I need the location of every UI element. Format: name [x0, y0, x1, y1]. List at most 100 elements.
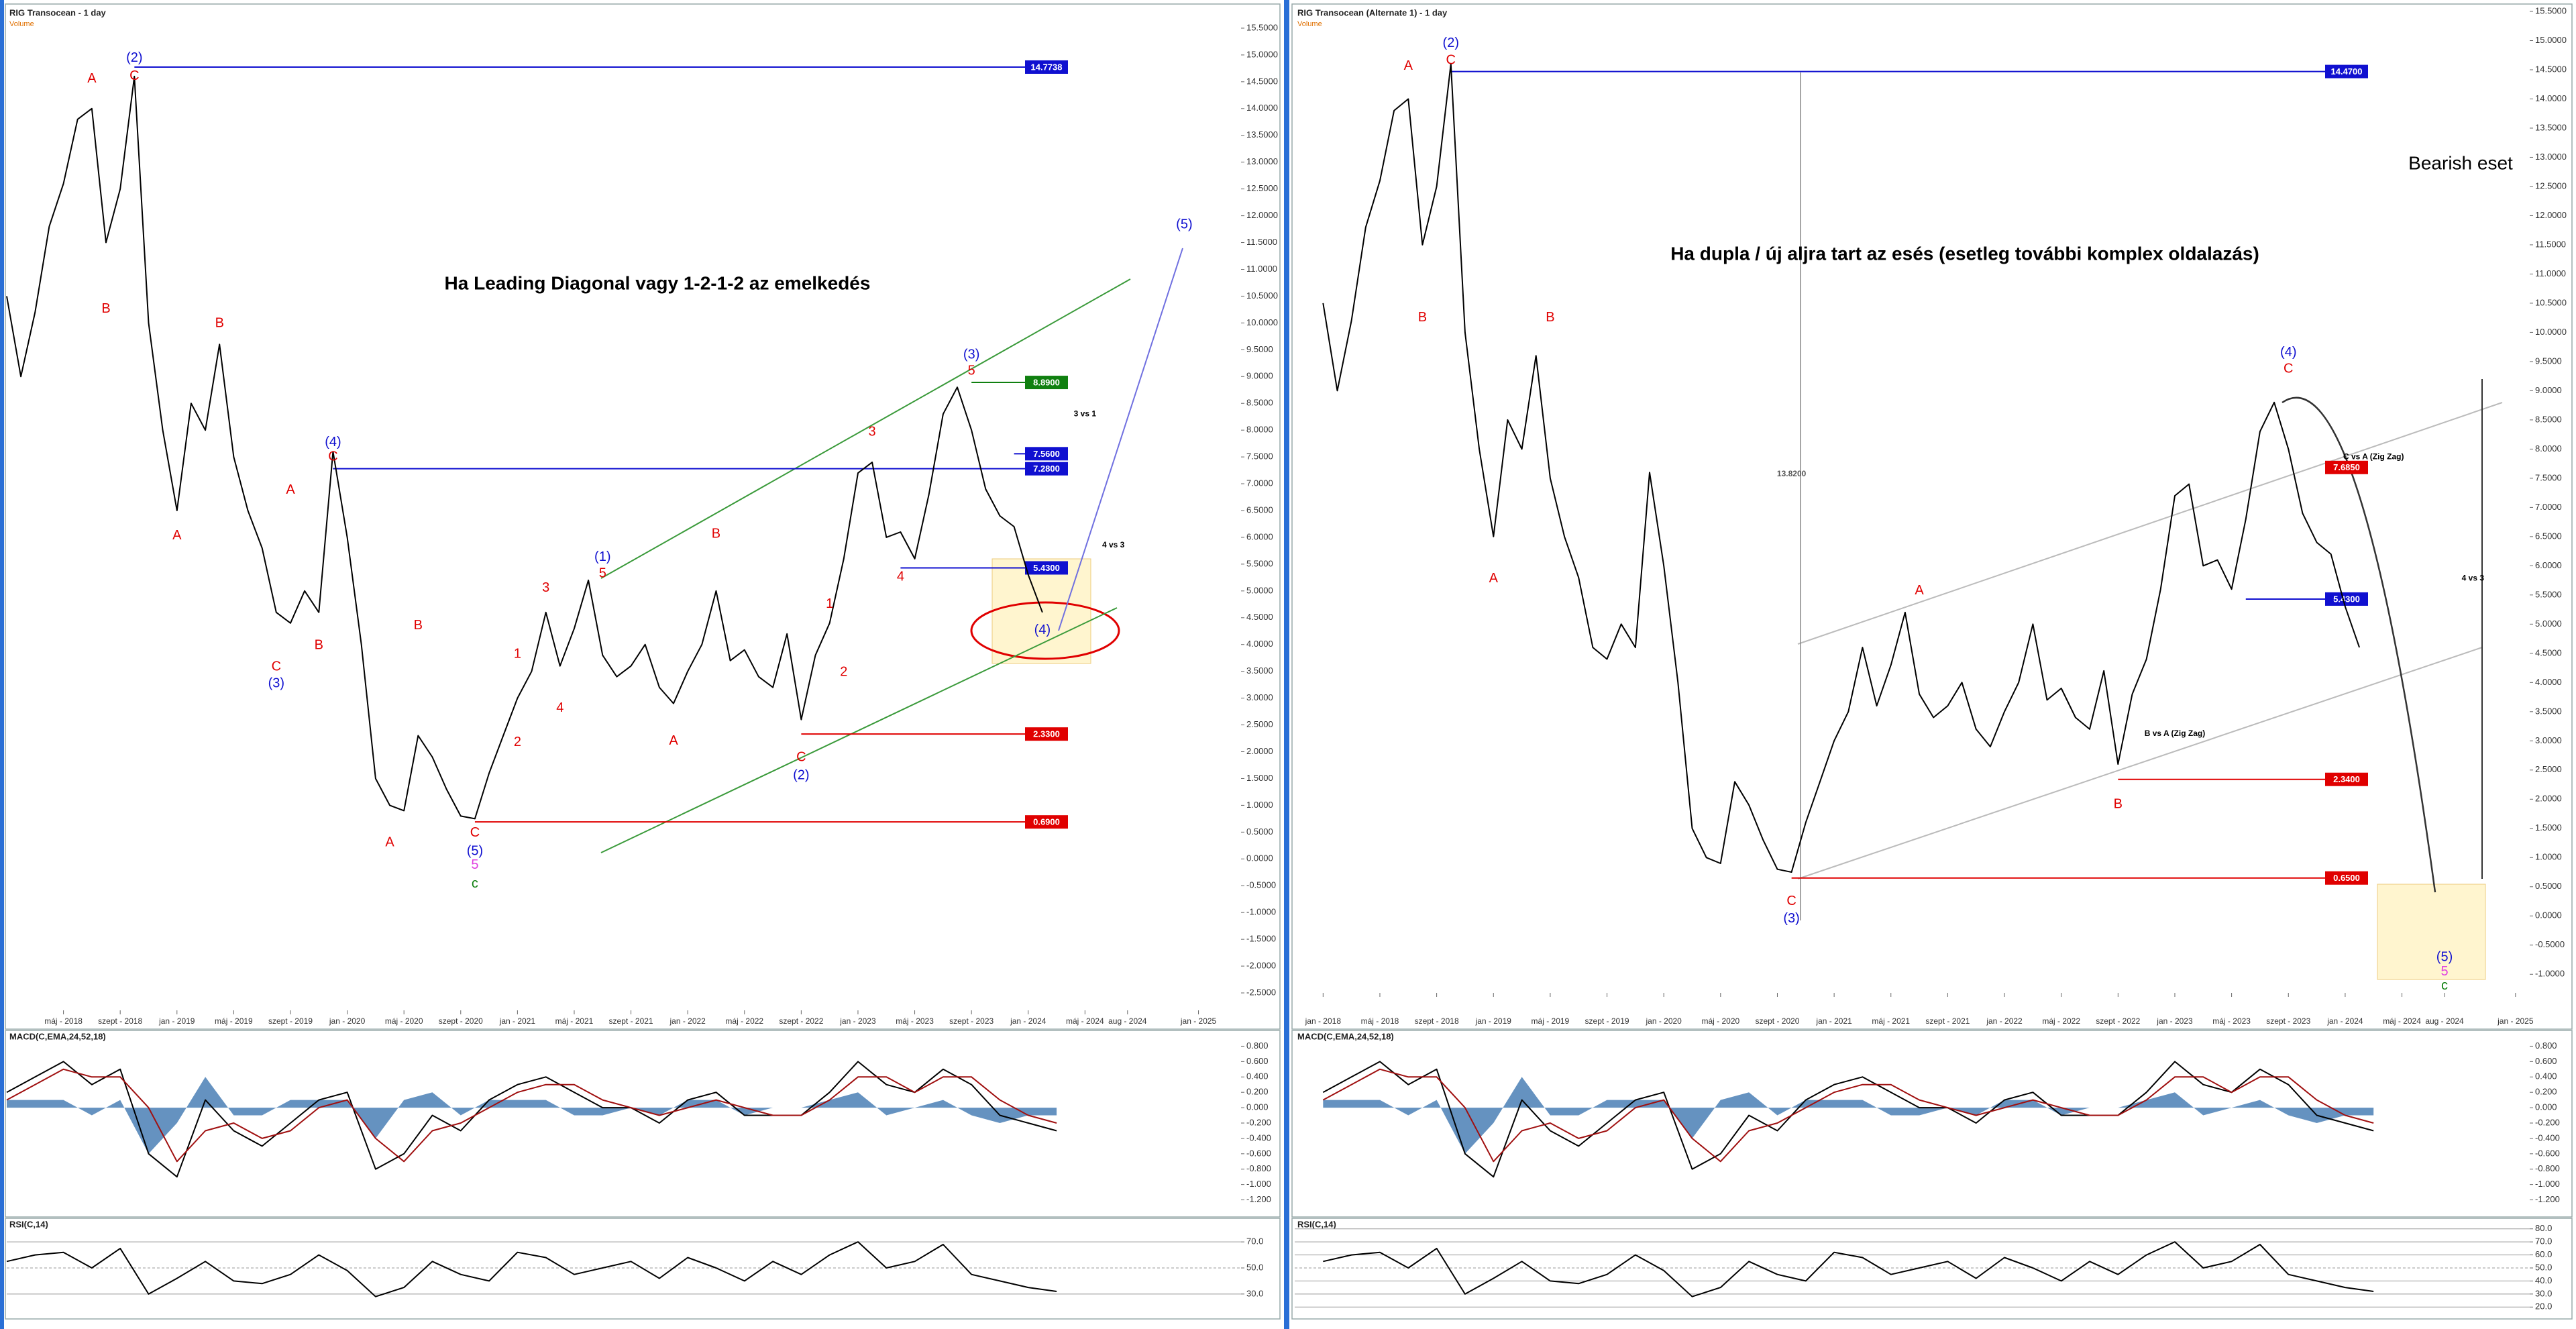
x-tick-label: szept - 2021: [1925, 1016, 1970, 1026]
y-tick-label: 8.0000: [2535, 443, 2562, 454]
y-tick-label: -1.5000: [1246, 934, 1276, 944]
y-tick-label: 11.5000: [1246, 237, 1277, 247]
price-line: [6, 75, 1043, 820]
chart-title: MACD(C,EMA,24,52,18): [9, 1031, 106, 1041]
x-tick-label: jan - 2024: [1010, 1016, 1046, 1026]
x-tick-label: szept - 2020: [1755, 1016, 1799, 1026]
y-tick-label: -1.200: [2535, 1194, 2560, 1204]
y-tick-label: 14.5000: [2535, 64, 2567, 74]
x-tick-label: jan - 2025: [1180, 1016, 1217, 1026]
wave-label: C: [470, 825, 480, 840]
y-tick-label: 0.400: [1246, 1071, 1269, 1081]
x-tick-label: máj - 2023: [2212, 1016, 2251, 1026]
y-tick-label: 0.600: [1246, 1056, 1269, 1066]
y-tick-label: 8.5000: [2535, 414, 2562, 424]
wave-label: 4 vs 3: [2462, 574, 2485, 583]
wave-label: 4 vs 3: [1102, 540, 1125, 549]
level-box: [1025, 815, 1068, 829]
channel-line: [600, 278, 1131, 579]
y-tick-label: 1.0000: [2535, 852, 2562, 862]
macd-frame: [5, 1030, 1281, 1218]
y-tick-label: 30.0: [1246, 1288, 1263, 1298]
level-box: [1025, 462, 1068, 476]
x-tick-label: jan - 2024: [2326, 1016, 2363, 1026]
y-tick-label: -0.600: [2535, 1148, 2560, 1158]
wave-label: 5: [2440, 964, 2448, 979]
y-tick-label: 5.5000: [2535, 589, 2562, 599]
wave-label: 4: [556, 700, 564, 715]
y-tick-label: 15.5000: [2535, 5, 2567, 15]
wave-label: 5: [968, 364, 975, 378]
projection-line: [1058, 248, 1183, 631]
wave-label: C: [1446, 52, 1456, 67]
x-tick-label: jan - 2019: [1475, 1016, 1512, 1026]
x-tick-label: jan - 2019: [158, 1016, 195, 1026]
wave-label: B: [101, 301, 110, 316]
wave-label: 3 vs 1: [1074, 409, 1097, 418]
level-box: [1025, 447, 1068, 461]
y-tick-label: 30.0: [2535, 1288, 2552, 1298]
level-label: 0.6500: [2333, 873, 2360, 883]
y-tick-label: 10.5000: [2535, 297, 2567, 307]
x-tick-label: máj - 2024: [1066, 1016, 1104, 1026]
wave-label: (3): [963, 348, 979, 362]
wave-label: A: [286, 482, 295, 497]
chart-subtitle: Volume: [9, 20, 34, 28]
x-tick-label: szept - 2021: [609, 1016, 653, 1026]
y-tick-label: 70.0: [2535, 1236, 2552, 1246]
chart-title: RIG Transocean - 1 day: [9, 7, 107, 17]
price-line: [1322, 1061, 2374, 1178]
y-tick-label: 5.0000: [1246, 585, 1273, 595]
x-tick-label: jan - 2021: [499, 1016, 536, 1026]
x-tick-label: jan - 2021: [1815, 1016, 1852, 1026]
x-tick-label: jan - 2020: [1645, 1016, 1682, 1026]
channel-line: [1797, 647, 2483, 880]
y-tick-label: 9.5000: [1246, 344, 1273, 354]
y-tick-label: 15.5000: [1246, 22, 1278, 32]
wave-label: B: [215, 315, 224, 330]
y-tick-label: -0.400: [1246, 1132, 1271, 1142]
y-tick-label: 12.0000: [1246, 210, 1278, 220]
x-tick-label: szept - 2023: [2266, 1016, 2310, 1026]
wave-label: (5): [2436, 949, 2453, 964]
x-tick-label: máj - 2019: [1532, 1016, 1570, 1026]
level-label: 2.3300: [1033, 729, 1060, 739]
y-tick-label: 5.5000: [1246, 558, 1273, 568]
y-tick-label: -1.000: [1246, 1179, 1271, 1189]
y-tick-label: -0.400: [2535, 1132, 2560, 1142]
y-tick-label: 50.0: [1246, 1262, 1263, 1272]
x-tick-label: máj - 2022: [725, 1016, 763, 1026]
y-tick-label: 1.0000: [1246, 800, 1273, 810]
wave-label: A: [1489, 571, 1499, 586]
wave-label: C: [1786, 894, 1796, 908]
y-tick-label: 2.0000: [1246, 746, 1273, 756]
price-frame: [5, 3, 1281, 1030]
level-box: [1025, 60, 1068, 74]
level-box: [1025, 376, 1068, 390]
y-tick-label: 12.5000: [2535, 180, 2567, 191]
y-tick-label: 13.0000: [1246, 156, 1278, 166]
x-tick-label: máj - 2018: [1361, 1016, 1399, 1026]
y-tick-label: 50.0: [2535, 1262, 2552, 1272]
wave-label: (5): [1176, 217, 1192, 231]
caption: Ha dupla / új aljra tart az esés (esetle…: [1670, 243, 2259, 264]
y-tick-label: 12.5000: [1246, 183, 1278, 193]
wave-label: A: [1404, 58, 1413, 73]
y-tick-label: 0.0000: [2535, 910, 2562, 920]
y-tick-label: -0.600: [1246, 1148, 1271, 1158]
wave-label: (2): [793, 768, 809, 783]
wave-label: B: [315, 638, 323, 653]
price-line: [6, 1068, 1057, 1163]
y-tick-label: 7.0000: [2535, 502, 2562, 512]
y-tick-label: 8.5000: [1246, 398, 1273, 408]
y-tick-label: 6.0000: [1246, 531, 1273, 541]
x-tick-label: szept - 2020: [439, 1016, 483, 1026]
y-tick-label: 10.0000: [2535, 327, 2567, 337]
y-tick-label: -0.5000: [1246, 880, 1276, 890]
y-tick-label: -1.200: [1246, 1194, 1271, 1204]
chart-title: RIG Transocean (Alternate 1) - 1 day: [1297, 7, 1448, 17]
x-tick-label: máj - 2024: [2383, 1016, 2421, 1026]
x-tick-label: szept - 2018: [1415, 1016, 1459, 1026]
caption: Ha Leading Diagonal vagy 1-2-1-2 az emel…: [445, 272, 871, 293]
